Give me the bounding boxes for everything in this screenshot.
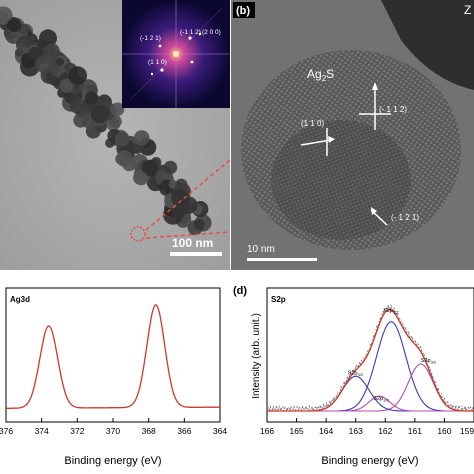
x-axis-label: Binding energy (eV): [321, 455, 418, 467]
zoom-line-top: [145, 159, 230, 231]
y-axis-label: Intensity (arb. unit.): [251, 313, 262, 399]
panel-d-title: S2p: [271, 295, 286, 304]
plot-frame: [5, 287, 221, 423]
fft-label-110: (1 1 0): [148, 59, 167, 66]
s2p-component-2: [267, 375, 474, 412]
plot-frame: [266, 287, 474, 423]
tem-image-panel: (-1 1 2) (2 0 0) (-1 2 1) (1 1 0) 100 nm: [0, 0, 230, 270]
x-tick-label: 374: [35, 426, 49, 436]
xps-s2p-panel: (d) S2p Intensity (arb. unit.) 166 165 164…: [231, 282, 474, 474]
x-tick-label: 366: [177, 426, 191, 436]
x-tick-label: 162: [378, 426, 392, 436]
panel-d-label: (d): [233, 285, 247, 297]
fft-label-121: (-1 2 1): [140, 35, 161, 42]
zns-region: [381, 0, 474, 90]
x-tick-label: 364: [213, 426, 227, 436]
xps-s2p-chart: (d) S2p Intensity (arb. unit.) 166 165 164…: [233, 285, 474, 467]
hrtem-image-panel: (b) Z Ag2S (- 1 1 2) (1 1 0) (- 1 2 1) 1…: [231, 0, 474, 270]
x-tick-label: 376: [0, 426, 13, 436]
x-tick-label: 164: [319, 426, 333, 436]
x-tick-label: 160: [437, 426, 451, 436]
s2p-peak-label: S2p3/2: [421, 358, 437, 365]
panel-c-label: Ag3d: [10, 295, 30, 304]
s2p-peak-label: S2p1/2: [383, 308, 399, 315]
x-tick-label: 372: [70, 426, 84, 436]
panel-b-label-box: [233, 2, 255, 18]
x-tick-label: 368: [142, 426, 156, 436]
x-axis-label: Binding energy (eV): [64, 455, 161, 467]
x-tick-label: 370: [106, 426, 120, 436]
fft-label-112: (-1 1 2): [180, 29, 201, 36]
hrtem-micrograph: (b) Z Ag2S (- 1 1 2) (1 1 0) (- 1 2 1) 1…: [231, 0, 474, 270]
xps-ag3d-panel: Ag3d 376 374 372 370 368 366 364 Binding energ…: [0, 282, 230, 474]
ag3d-spectrum-line: [6, 304, 220, 409]
plane-112-label: (- 1 1 2): [379, 105, 407, 114]
plane-110-label: (1 1 0): [301, 119, 324, 128]
s2p-envelope-fit: [267, 309, 474, 412]
panel-b-label: (b): [236, 5, 250, 17]
phase-label: Ag2S: [307, 67, 334, 83]
scalebar-label-10nm: 10 nm: [247, 244, 275, 255]
scalebar-100nm: [170, 252, 222, 256]
x-tick-label: 159: [460, 426, 474, 436]
scalebar-label-100nm: 100 nm: [172, 236, 213, 250]
zoom-line-bottom: [145, 231, 230, 239]
selected-region-circle: [130, 226, 146, 242]
x-tick-label: 165: [289, 426, 303, 436]
fft-label-200: (2 0 0): [202, 29, 221, 36]
s2p-peak-label: S2p3/2: [348, 370, 364, 377]
corner-letter: Z: [464, 3, 471, 17]
tem-micrograph: (-1 1 2) (2 0 0) (-1 2 1) (1 1 0) 100 nm: [0, 0, 230, 270]
plane-110-marker: [300, 139, 332, 146]
nanorod: [0, 6, 212, 236]
s2p-raw-data: [266, 304, 474, 413]
s2p-component-1: [267, 363, 474, 412]
xps-ag3d-chart: Ag3d 376 374 372 370 368 366 364 Binding energ…: [0, 287, 227, 467]
scalebar-10nm: [247, 258, 317, 261]
x-tick-label: 161: [408, 426, 422, 436]
fft-inset: (-1 1 2) (2 0 0) (-1 2 1) (1 1 0): [122, 0, 230, 108]
s2p-peak-label: S2p1/2: [373, 396, 389, 403]
x-tick-label: 166: [260, 426, 274, 436]
s2p-component-0: [267, 321, 474, 412]
plane-121-label: (- 1 2 1): [391, 213, 419, 222]
x-tick-label: 163: [349, 426, 363, 436]
